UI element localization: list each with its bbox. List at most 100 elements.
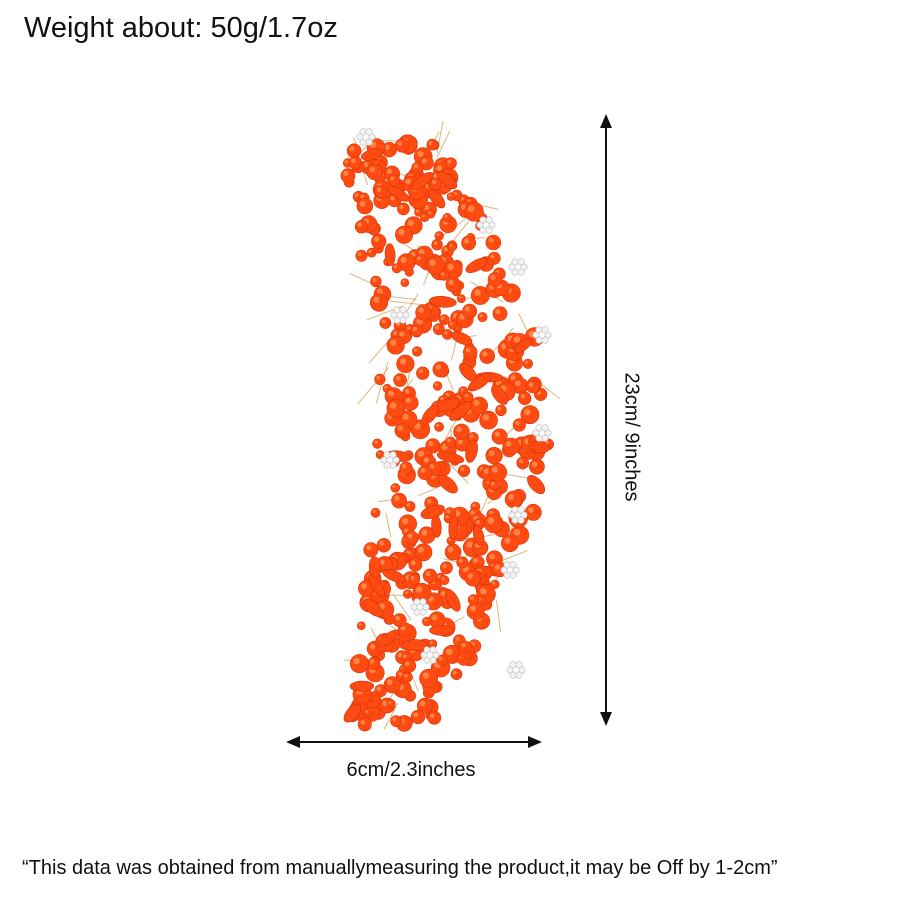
crystal-highlight: [424, 618, 427, 622]
crystal-highlight: [365, 710, 369, 713]
orange-crystal: [479, 348, 495, 364]
orange-crystal: [412, 346, 423, 357]
crystal-highlight: [447, 546, 454, 553]
crystal-highlight: [413, 712, 419, 718]
orange-crystal: [393, 373, 407, 387]
orange-crystal: [464, 570, 481, 587]
crystal-highlight: [467, 205, 475, 213]
crystal-highlight: [402, 280, 405, 283]
crystal-highlight: [406, 326, 411, 330]
crystal-highlight: [377, 452, 381, 455]
crystal-highlight: [476, 520, 480, 525]
crystal-highlight: [405, 178, 412, 185]
orange-crystal: [432, 361, 449, 378]
orange-crystal: [477, 312, 488, 323]
crystal-highlight: [447, 159, 452, 164]
crystal-highlight: [359, 200, 366, 207]
width-arrow-right-head: [528, 736, 542, 748]
orange-crystal: [414, 208, 423, 217]
teardrop-crystal: [513, 338, 532, 354]
crystal-highlight: [513, 529, 521, 536]
crystal-highlight: [417, 546, 424, 553]
crystal-highlight: [406, 503, 411, 507]
orange-crystal: [404, 530, 419, 545]
crystal-highlight: [410, 576, 415, 580]
crystal-highlight: [466, 541, 473, 548]
orange-crystal: [434, 231, 444, 241]
height-measurement-label: 23cm/ 9inches: [620, 372, 643, 502]
rhinestone: [419, 598, 427, 606]
crystal-highlight: [349, 146, 355, 152]
gold-wire: [418, 486, 439, 497]
crystal-highlight: [446, 648, 453, 655]
crystal-highlight: [376, 375, 381, 380]
crystal-highlight: [421, 529, 428, 536]
orange-crystal: [394, 138, 409, 153]
orange-crystal: [484, 513, 504, 534]
rhinestone: [383, 461, 391, 469]
crystal-highlight: [473, 400, 480, 406]
orange-crystal: [438, 314, 450, 326]
crystal-highlight: [421, 214, 425, 218]
crystal-highlight: [429, 259, 436, 266]
crystal-highlight: [399, 205, 404, 210]
teardrop-crystal: [465, 257, 489, 273]
rhinestone: [517, 258, 525, 266]
orange-crystal: [371, 233, 387, 249]
crystal-highlight: [412, 326, 417, 331]
teardrop-crystal: [382, 569, 406, 583]
rhinestone: [485, 216, 493, 224]
crystal-highlight: [455, 636, 460, 642]
crystal-highlight: [435, 364, 441, 370]
crystal-highlight: [464, 393, 469, 398]
orange-crystal: [366, 163, 383, 181]
crystal-highlight: [404, 388, 410, 394]
crystal-highlight: [353, 657, 360, 665]
orange-crystal: [367, 656, 381, 670]
crystal-highlight: [495, 309, 501, 314]
teardrop-crystal: [420, 504, 445, 520]
crystal-highlight: [487, 517, 495, 524]
crystal-highlight: [390, 339, 397, 346]
crystal-highlight: [344, 160, 348, 164]
crystal-highlight: [372, 509, 376, 513]
crystal-highlight: [488, 450, 495, 457]
rhinestone-center: [386, 456, 394, 464]
crystal-highlight: [372, 278, 377, 282]
crystal-highlight: [453, 670, 457, 675]
crystal-highlight: [490, 481, 495, 486]
crystal-highlight: [376, 686, 381, 691]
crystal-highlight: [445, 515, 449, 519]
orange-crystal: [491, 428, 508, 445]
orange-crystal: [402, 658, 417, 673]
orange-crystal: [394, 422, 411, 439]
crystal-highlight: [360, 720, 366, 725]
crystal-highlight: [510, 375, 516, 381]
crystal-highlight: [404, 661, 410, 667]
crystal-highlight: [464, 238, 469, 244]
crystal-highlight: [363, 162, 369, 168]
orange-crystal: [383, 676, 401, 694]
crystal-highlight: [472, 503, 476, 507]
orange-crystal: [467, 594, 480, 606]
orange-crystal: [427, 710, 442, 725]
crystal-highlight: [416, 586, 423, 593]
rhinestone-center: [426, 651, 434, 659]
crystal-highlight: [395, 375, 401, 381]
crystal-highlight: [494, 431, 500, 437]
rhinestone: [535, 336, 543, 344]
teardrop-crystal: [377, 629, 400, 648]
orange-crystal: [356, 197, 374, 215]
crystal-highlight: [465, 347, 471, 353]
crystal-highlight: [480, 588, 487, 595]
orange-crystal: [485, 447, 503, 465]
crystal-highlight: [414, 348, 418, 352]
orange-crystal: [438, 270, 450, 281]
crystal-highlight: [390, 176, 395, 181]
crystal-highlight: [504, 537, 511, 544]
crystal-highlight: [492, 581, 496, 585]
teardrop-crystal: [451, 331, 473, 346]
orange-crystal: [348, 155, 363, 170]
orange-crystal: [379, 317, 392, 329]
rhinestone: [517, 506, 525, 514]
